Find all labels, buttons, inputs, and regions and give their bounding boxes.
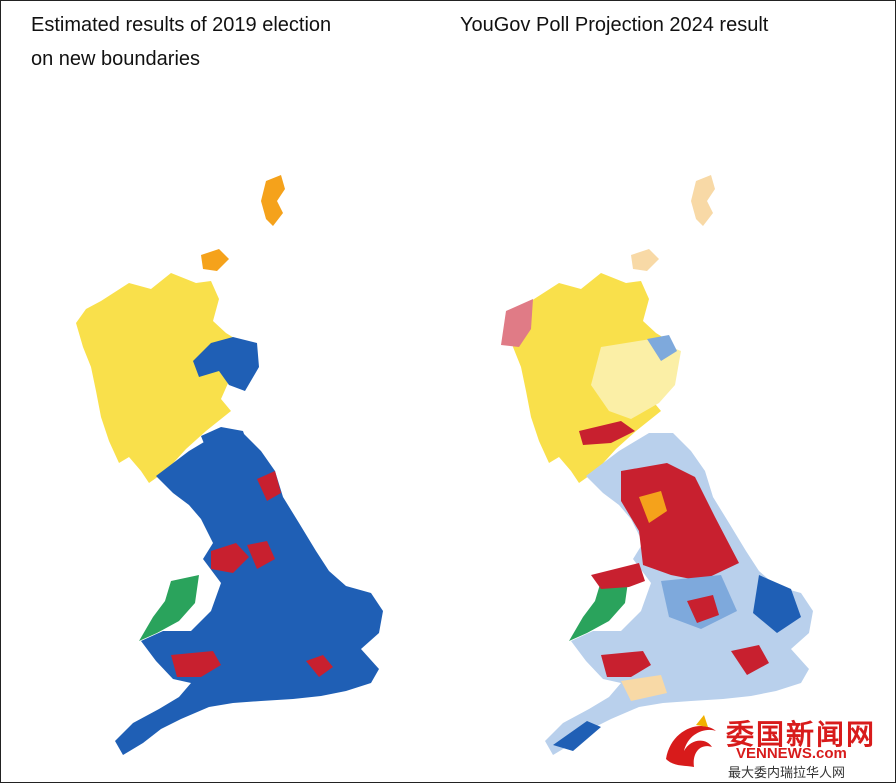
dragon-logo-icon	[666, 715, 716, 767]
vennews-watermark: 委国新闻网 VENNEWS.com 最大委内瑞拉华人网	[656, 709, 894, 781]
south-wales-labour	[171, 651, 221, 677]
left-title-line2: on new boundaries	[31, 48, 201, 70]
ne-labour	[257, 471, 281, 501]
orkney	[631, 249, 659, 271]
watermark-tagline: 最大委内瑞拉华人网	[728, 765, 846, 780]
north-wales-labour	[591, 563, 645, 589]
watermark-sub-text: VENNEWS.com	[736, 745, 847, 762]
south-wales-labour	[601, 651, 651, 677]
orkney	[201, 249, 229, 271]
eastern-scotland-light	[591, 339, 681, 419]
left-title-line1: Estimated results of 2019 election	[31, 14, 332, 36]
central-belt-labour	[579, 421, 635, 445]
shetland	[261, 175, 285, 226]
watermark-main-text: 委国新闻网	[726, 719, 877, 750]
cornwall-con	[553, 721, 601, 751]
north-east-con-lean	[647, 335, 677, 361]
north-england-labour	[621, 463, 739, 581]
manchester-labour	[247, 541, 275, 569]
western-isles-labour	[501, 299, 533, 347]
lake-district-libdem	[639, 491, 667, 523]
orkney-islands	[201, 249, 229, 271]
london-labour	[306, 655, 333, 677]
england-region	[115, 433, 383, 755]
east-anglia-con	[753, 575, 801, 633]
south-west-libdem	[621, 675, 667, 701]
shetland	[691, 175, 715, 226]
right-map-title: YouGov Poll Projection 2024 result	[460, 14, 769, 36]
wales-plaid	[139, 575, 199, 641]
london-labour	[731, 645, 769, 675]
aberdeenshire-con	[193, 337, 259, 391]
scotland-region	[76, 273, 246, 483]
midlands-labour	[687, 595, 719, 623]
shetland-islands	[261, 175, 285, 226]
wales-plaid	[569, 575, 629, 641]
map-2024	[501, 175, 813, 755]
merseyside-labour	[211, 543, 249, 573]
map-2019	[76, 175, 383, 755]
left-map-title: Estimated results of 2019 election on ne…	[31, 8, 391, 76]
